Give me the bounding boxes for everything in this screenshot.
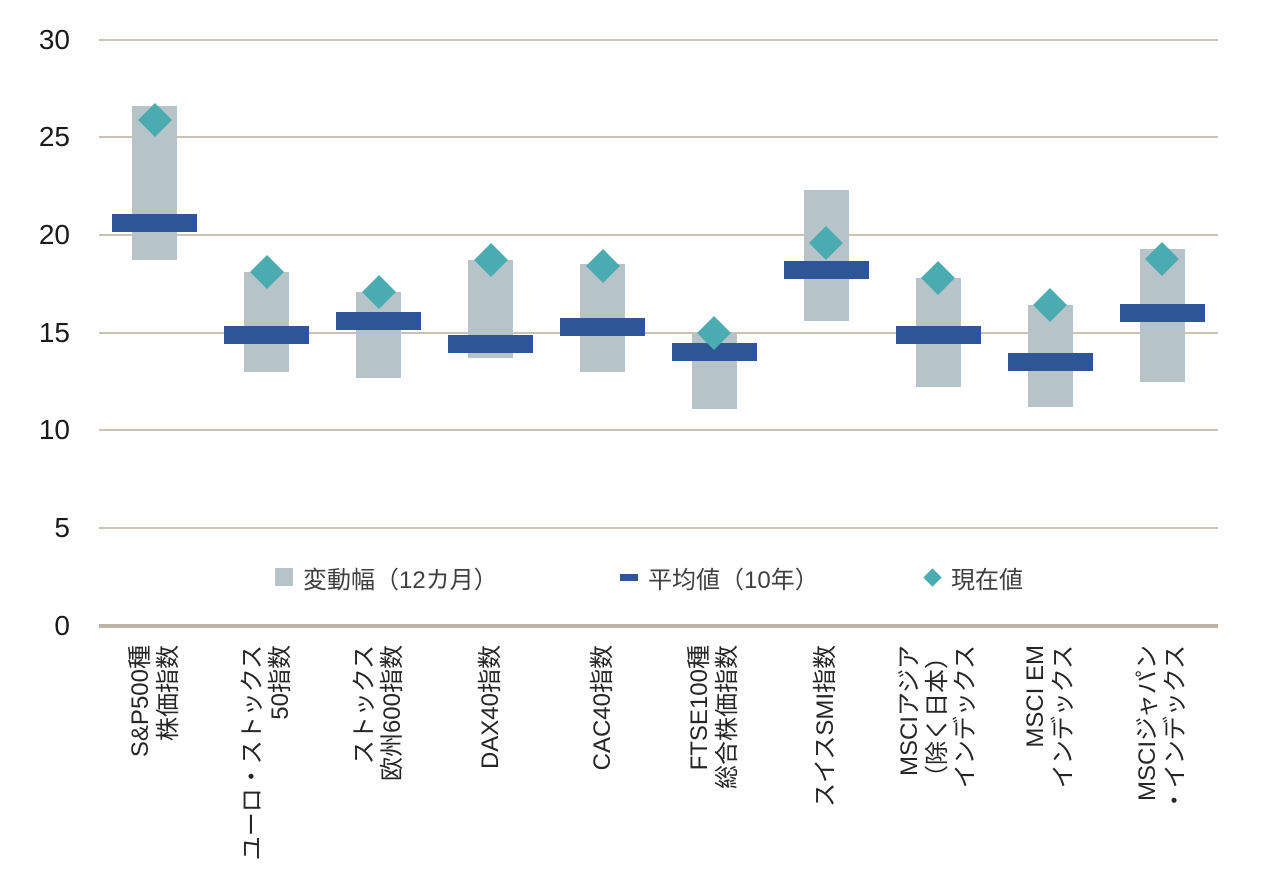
average-marker (112, 214, 198, 233)
average-marker (224, 325, 310, 344)
legend-average-label: 平均値（10年） (648, 566, 819, 594)
average-marker (336, 312, 422, 331)
current-diamond-icon (923, 567, 942, 587)
y-tick-label: 30 (38, 23, 70, 55)
average-marker (1007, 353, 1093, 372)
x-axis-label-line: ・インデックス (1162, 645, 1190, 813)
x-axis-label: MSCIジャパン ・インデックス (1134, 645, 1190, 869)
x-axis-label-line: インデックス (952, 645, 980, 789)
gridline (99, 429, 1218, 432)
range-square-icon (275, 568, 293, 586)
x-axis-label-line: DAX40指数 (476, 645, 504, 770)
gridline (99, 331, 1218, 334)
x-axis-label-line: FTSE100種 (686, 645, 714, 771)
x-axis-label-line: （除く日本） (924, 645, 952, 789)
average-marker (783, 261, 869, 280)
x-axis-label: S&P500種 株価指数 (127, 645, 183, 869)
x-axis-label-line: スイスSMI指数 (812, 645, 840, 807)
x-axis-label: MSCI EM インデックス (1022, 645, 1078, 869)
x-axis-label-line: 総合株価指数 (714, 645, 742, 789)
legend-item-range: 変動幅（12カ月） (275, 563, 498, 594)
x-axis-label: MSCIアジア （除く日本） インデックス (896, 645, 980, 869)
gridline (99, 38, 1218, 41)
x-axis-label-line: ユーロ・ストックス (238, 645, 266, 861)
gridline (99, 136, 1218, 139)
x-axis-label-line: 50指数 (266, 645, 294, 720)
x-axis-label-line: MSCIジャパン (1134, 645, 1162, 801)
average-marker (1119, 304, 1205, 323)
x-axis-label: DAX40指数 (477, 645, 505, 869)
y-tick-label: 0 (54, 609, 70, 641)
x-axis-label: スイスSMI指数 (812, 645, 840, 869)
x-axis-label: CAC40指数 (589, 645, 617, 869)
x-axis-label: FTSE100種 総合株価指数 (686, 645, 742, 869)
gridline (99, 234, 1218, 237)
legend-range-label: 変動幅（12カ月） (303, 566, 498, 594)
legend-item-average: 平均値（10年） (620, 563, 819, 594)
x-axis-label-line: ストックス (350, 645, 378, 765)
x-axis-label-line: インデックス (1050, 645, 1078, 789)
y-tick-label: 25 (38, 121, 70, 153)
legend-current-label: 現在値 (951, 566, 1023, 594)
x-axis-label-line: 欧州600指数 (378, 645, 406, 782)
y-tick-label: 20 (38, 219, 70, 251)
x-axis-label-line: S&P500種 (126, 645, 154, 758)
x-axis-label: ユーロ・ストックス 50指数 (239, 645, 295, 869)
x-axis-label-line: MSCIアジア (896, 645, 924, 777)
average-marker (895, 325, 981, 344)
x-axis-label-line: MSCI EM (1022, 645, 1050, 748)
x-axis-line (99, 623, 1218, 628)
y-tick-label: 10 (38, 414, 70, 446)
average-dash-icon (620, 573, 638, 581)
y-tick-label: 15 (38, 316, 70, 348)
y-tick-label: 5 (54, 512, 70, 544)
legend-item-current: 現在値 (923, 563, 1023, 594)
average-marker (448, 335, 534, 354)
x-axis-label: ストックス 欧州600指数 (351, 645, 407, 869)
x-axis-label-line: CAC40指数 (588, 645, 616, 771)
average-marker (671, 343, 757, 362)
x-axis-label-line: 株価指数 (154, 645, 182, 741)
gridline (99, 527, 1218, 530)
average-marker (560, 317, 646, 336)
